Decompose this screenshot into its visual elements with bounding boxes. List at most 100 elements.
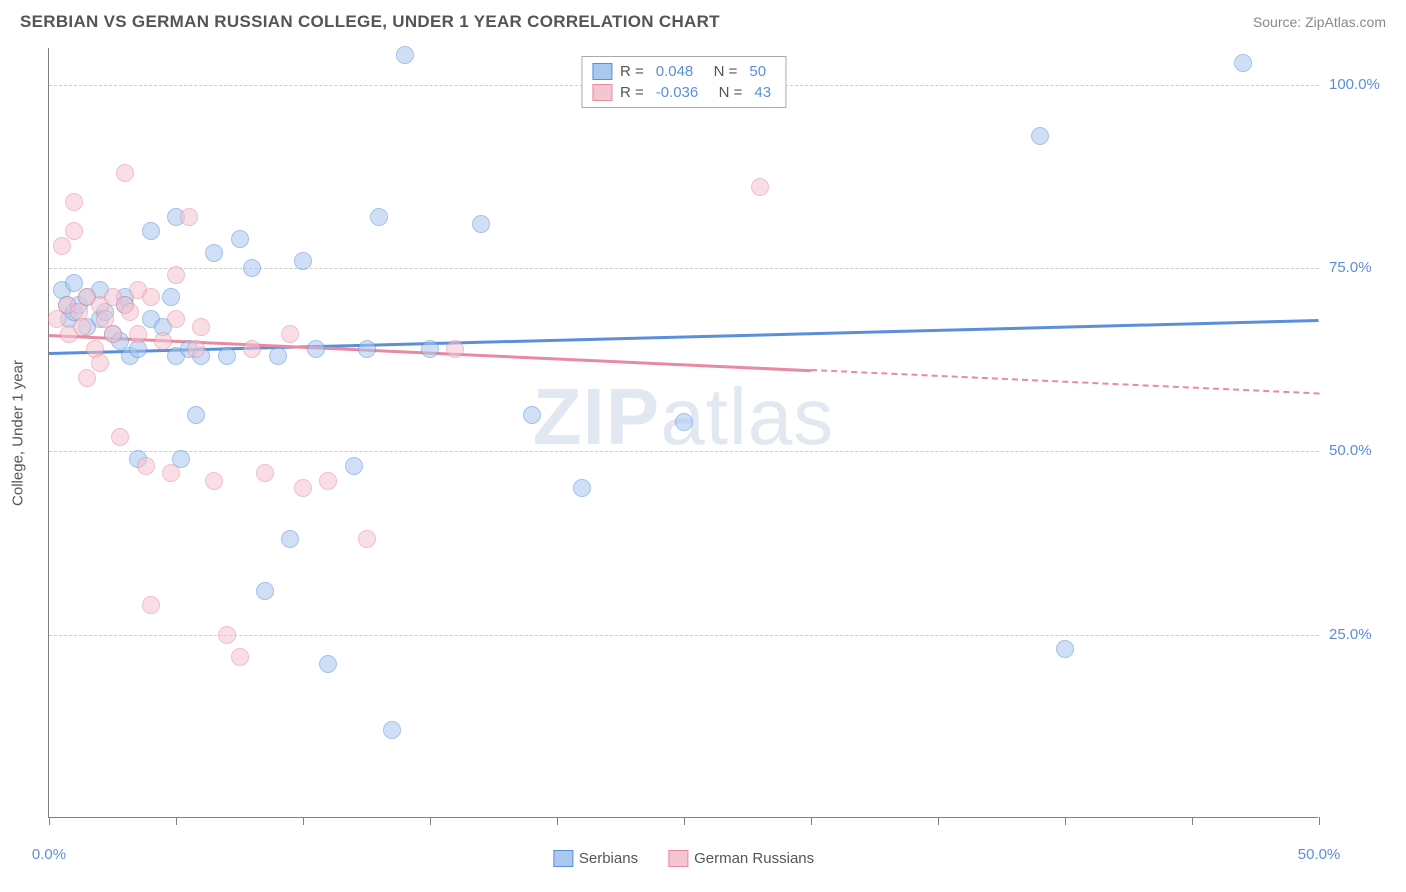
data-point — [142, 288, 160, 306]
chart-header: SERBIAN VS GERMAN RUSSIAN COLLEGE, UNDER… — [0, 0, 1406, 40]
data-point — [73, 318, 91, 336]
data-point — [675, 413, 693, 431]
data-point — [53, 237, 71, 255]
chart-title: SERBIAN VS GERMAN RUSSIAN COLLEGE, UNDER… — [20, 12, 720, 32]
data-point — [142, 596, 160, 614]
xtick-mark — [430, 817, 431, 825]
data-point — [319, 472, 337, 490]
data-point — [1056, 640, 1074, 658]
data-point — [91, 354, 109, 372]
data-point — [294, 252, 312, 270]
data-point — [358, 340, 376, 358]
n-label: N = — [705, 63, 737, 80]
data-point — [396, 46, 414, 64]
xtick-mark — [49, 817, 50, 825]
legend-item: German Russians — [668, 850, 814, 867]
source-label: Source: ZipAtlas.com — [1253, 14, 1386, 30]
data-point — [1234, 54, 1252, 72]
r-value: 0.048 — [652, 63, 698, 80]
r-value: -0.036 — [652, 84, 703, 101]
data-point — [111, 428, 129, 446]
data-point — [281, 325, 299, 343]
y-axis-label: College, Under 1 year — [10, 360, 27, 506]
data-point — [129, 325, 147, 343]
data-point — [162, 464, 180, 482]
series-legend: Serbians German Russians — [553, 850, 814, 867]
stats-legend: R = 0.048 N = 50R = -0.036 N = 43 — [581, 56, 786, 108]
data-point — [65, 193, 83, 211]
trend-line — [49, 319, 1319, 354]
data-point — [154, 332, 172, 350]
xtick-label: 0.0% — [32, 846, 66, 863]
ytick-label: 100.0% — [1329, 76, 1380, 93]
data-point — [383, 721, 401, 739]
legend-swatch — [592, 84, 612, 101]
legend-label: German Russians — [694, 850, 814, 867]
r-label: R = — [620, 63, 644, 80]
xtick-mark — [1192, 817, 1193, 825]
data-point — [1031, 127, 1049, 145]
legend-swatch — [668, 850, 688, 867]
data-point — [345, 457, 363, 475]
xtick-mark — [557, 817, 558, 825]
xtick-mark — [176, 817, 177, 825]
data-point — [192, 318, 210, 336]
data-point — [307, 340, 325, 358]
data-point — [256, 464, 274, 482]
data-point — [523, 406, 541, 424]
legend-swatch — [592, 63, 612, 80]
n-value: 43 — [750, 84, 775, 101]
data-point — [472, 215, 490, 233]
plot-area: ZIPatlas 25.0%50.0%75.0%100.0%0.0%50.0%R… — [48, 48, 1318, 818]
xtick-mark — [811, 817, 812, 825]
data-point — [121, 303, 139, 321]
xtick-mark — [1065, 817, 1066, 825]
data-point — [218, 626, 236, 644]
xtick-label: 50.0% — [1298, 846, 1341, 863]
data-point — [358, 530, 376, 548]
chart-container: College, Under 1 year ZIPatlas 25.0%50.0… — [48, 48, 1388, 818]
trend-line-extrapolated — [811, 369, 1319, 394]
xtick-mark — [303, 817, 304, 825]
gridline — [49, 451, 1319, 452]
data-point — [187, 406, 205, 424]
data-point — [205, 244, 223, 262]
stats-row: R = -0.036 N = 43 — [592, 82, 775, 103]
stats-row: R = 0.048 N = 50 — [592, 61, 775, 82]
data-point — [167, 266, 185, 284]
data-point — [116, 164, 134, 182]
data-point — [162, 288, 180, 306]
gridline — [49, 635, 1319, 636]
legend-swatch — [553, 850, 573, 867]
data-point — [167, 310, 185, 328]
xtick-mark — [938, 817, 939, 825]
data-point — [187, 340, 205, 358]
data-point — [751, 178, 769, 196]
data-point — [269, 347, 287, 365]
data-point — [231, 230, 249, 248]
n-value: 50 — [745, 63, 770, 80]
legend-label: Serbians — [579, 850, 638, 867]
data-point — [205, 472, 223, 490]
n-label: N = — [710, 84, 742, 101]
data-point — [65, 274, 83, 292]
xtick-mark — [1319, 817, 1320, 825]
data-point — [370, 208, 388, 226]
data-point — [78, 369, 96, 387]
legend-item: Serbians — [553, 850, 638, 867]
ytick-label: 75.0% — [1329, 259, 1372, 276]
data-point — [446, 340, 464, 358]
data-point — [421, 340, 439, 358]
gridline — [49, 268, 1319, 269]
r-label: R = — [620, 84, 644, 101]
data-point — [104, 325, 122, 343]
data-point — [243, 259, 261, 277]
data-point — [243, 340, 261, 358]
data-point — [231, 648, 249, 666]
data-point — [281, 530, 299, 548]
ytick-label: 50.0% — [1329, 442, 1372, 459]
data-point — [294, 479, 312, 497]
data-point — [218, 347, 236, 365]
data-point — [256, 582, 274, 600]
data-point — [65, 222, 83, 240]
